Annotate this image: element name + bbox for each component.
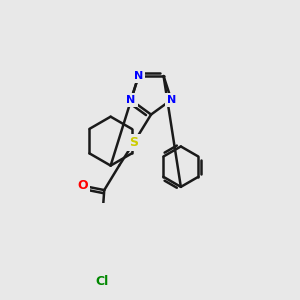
- Text: Cl: Cl: [95, 275, 109, 288]
- Text: N: N: [126, 95, 136, 105]
- Text: S: S: [130, 136, 139, 149]
- Text: O: O: [78, 179, 88, 192]
- Text: N: N: [167, 95, 176, 105]
- Text: N: N: [134, 71, 143, 81]
